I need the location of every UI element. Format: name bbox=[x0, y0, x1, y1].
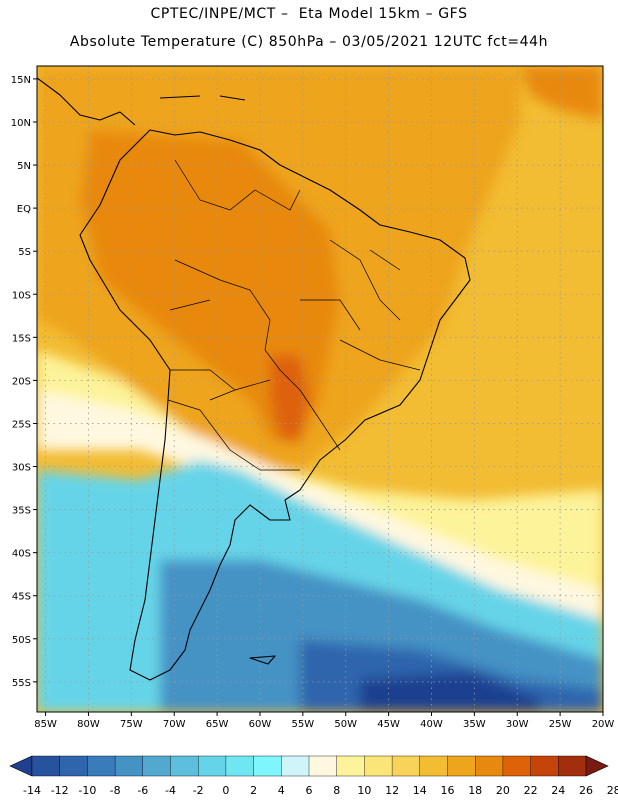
lat-tick-label: 25S bbox=[12, 419, 31, 430]
colorbar-tick-label: 18 bbox=[468, 784, 482, 797]
colorbar-swatch bbox=[31, 755, 61, 777]
lon-tick-label: 35W bbox=[463, 719, 486, 730]
field-hot-northeast bbox=[520, 66, 603, 120]
country-borders bbox=[167, 159, 421, 471]
colorbar-swatch bbox=[447, 755, 476, 777]
colorbar-tick-label: 26 bbox=[579, 784, 593, 797]
lon-tick-label: 40W bbox=[420, 719, 443, 730]
lon-tick-label: 50W bbox=[334, 719, 357, 730]
lat-tick-label: 10N bbox=[11, 118, 31, 129]
colorbar-tick-label: -4 bbox=[165, 784, 176, 797]
lat-tick-label: EQ bbox=[17, 204, 31, 215]
central-america-coast bbox=[37, 77, 136, 126]
colorbar-tick-label: 24 bbox=[551, 784, 565, 797]
colorbar-tick-label: 10 bbox=[357, 784, 371, 797]
latitude-axis: 15N 10N 5N EQ 5S 10S 15S 20S 25S 30S 35S 40S 45S 50S 5… bbox=[11, 75, 37, 689]
colorbar-swatch bbox=[419, 755, 448, 777]
colorbar-swatch bbox=[225, 755, 255, 777]
lon-tick-label: 70W bbox=[163, 719, 186, 730]
lon-tick-label: 80W bbox=[77, 719, 100, 730]
caribbean-islands bbox=[159, 95, 246, 101]
temperature-colorbar: -14 -12 -10 -8 -6 -4 -2 0 2 4 6 8 10 12 14 16 18 20 22 24 26… bbox=[9, 755, 618, 797]
colorbar-swatch bbox=[281, 755, 310, 777]
colorbar-swatch bbox=[253, 755, 282, 777]
lat-tick-label: 15N bbox=[11, 75, 31, 86]
colorbar-tick-label: 8 bbox=[333, 784, 340, 797]
colorbar-tick-label: 20 bbox=[496, 784, 510, 797]
colorbar-swatch bbox=[502, 755, 532, 777]
lon-tick-label: 60W bbox=[249, 719, 272, 730]
colorbar-swatch bbox=[87, 755, 116, 777]
field-hottest-core bbox=[270, 355, 310, 440]
lon-tick-label: 45W bbox=[377, 719, 400, 730]
falkland-islands bbox=[249, 655, 276, 665]
lat-tick-label: 5S bbox=[18, 247, 31, 258]
coastlines bbox=[37, 77, 471, 681]
lat-tick-label: 35S bbox=[12, 506, 31, 517]
lon-tick-label: 20W bbox=[592, 719, 615, 730]
colorbar-swatch bbox=[558, 755, 587, 777]
colorbar-swatch bbox=[142, 755, 172, 777]
lat-tick-label: 55S bbox=[12, 678, 31, 689]
lat-tick-label: 15S bbox=[12, 333, 31, 344]
colorbar-tick-label: 22 bbox=[524, 784, 538, 797]
lon-tick-label: 55W bbox=[292, 719, 315, 730]
lon-tick-label: 65W bbox=[206, 719, 229, 730]
brazil-states bbox=[300, 239, 421, 371]
lat-tick-label: 5N bbox=[17, 161, 31, 172]
colorbar-swatch bbox=[308, 755, 338, 777]
colorbar-tick-label: 0 bbox=[222, 784, 229, 797]
colorbar-tick-label: -10 bbox=[78, 784, 96, 797]
temperature-field bbox=[37, 66, 603, 712]
lat-tick-label: 20S bbox=[12, 376, 31, 387]
lon-tick-label: 75W bbox=[120, 719, 143, 730]
colorbar-tick-label: -12 bbox=[51, 784, 69, 797]
colorbar-tick-label: -2 bbox=[193, 784, 204, 797]
colorbar-low-arrow bbox=[9, 755, 33, 777]
colorbar-tick-label: 4 bbox=[278, 784, 285, 797]
map-title-line-2: Absolute Temperature (C) 850hPa – 03/05/… bbox=[69, 34, 549, 50]
colorbar-tick-label: 12 bbox=[385, 784, 399, 797]
colorbar-tick-label: 16 bbox=[441, 784, 455, 797]
lon-tick-label: 25W bbox=[549, 719, 572, 730]
map-title-line-1: CPTEC/INPE/MCT – Eta Model 15km – GFS bbox=[150, 6, 468, 22]
lon-tick-label: 30W bbox=[506, 719, 529, 730]
colorbar-tick-label: 2 bbox=[250, 784, 257, 797]
colorbar-swatch bbox=[59, 755, 88, 777]
colorbar-swatch bbox=[197, 755, 227, 777]
colorbar-tick-label: 28 bbox=[607, 784, 618, 797]
map-frame bbox=[36, 65, 604, 713]
colorbar-swatch bbox=[336, 755, 365, 777]
colorbar-high-arrow bbox=[585, 755, 609, 777]
south-america-coastline bbox=[79, 129, 471, 681]
lat-tick-label: 30S bbox=[12, 463, 31, 474]
colorbar-swatch bbox=[364, 755, 393, 777]
lat-tick-label: 50S bbox=[12, 635, 31, 646]
colorbar-tick-label: 14 bbox=[413, 784, 427, 797]
colorbar-tick-label: -8 bbox=[110, 784, 121, 797]
colorbar-tick-label: 6 bbox=[306, 784, 313, 797]
longitude-axis: 85W 80W 75W 70W 65W 60W 55W 50W 45W 40W 35W 30W 25W 2… bbox=[34, 712, 614, 730]
colorbar-tick-label: -6 bbox=[137, 784, 148, 797]
colorbar-swatch bbox=[475, 755, 504, 777]
colorbar-swatch bbox=[391, 755, 421, 777]
lat-tick-label: 40S bbox=[12, 549, 31, 560]
colorbar-tick-label: -14 bbox=[23, 784, 41, 797]
colorbar-swatch bbox=[170, 755, 199, 777]
lon-tick-label: 85W bbox=[34, 719, 57, 730]
colorbar-swatch bbox=[530, 755, 559, 777]
lat-tick-label: 45S bbox=[12, 592, 31, 603]
lat-tick-label: 10S bbox=[12, 290, 31, 301]
colorbar-swatch bbox=[114, 755, 144, 777]
andes-borders bbox=[167, 369, 300, 471]
